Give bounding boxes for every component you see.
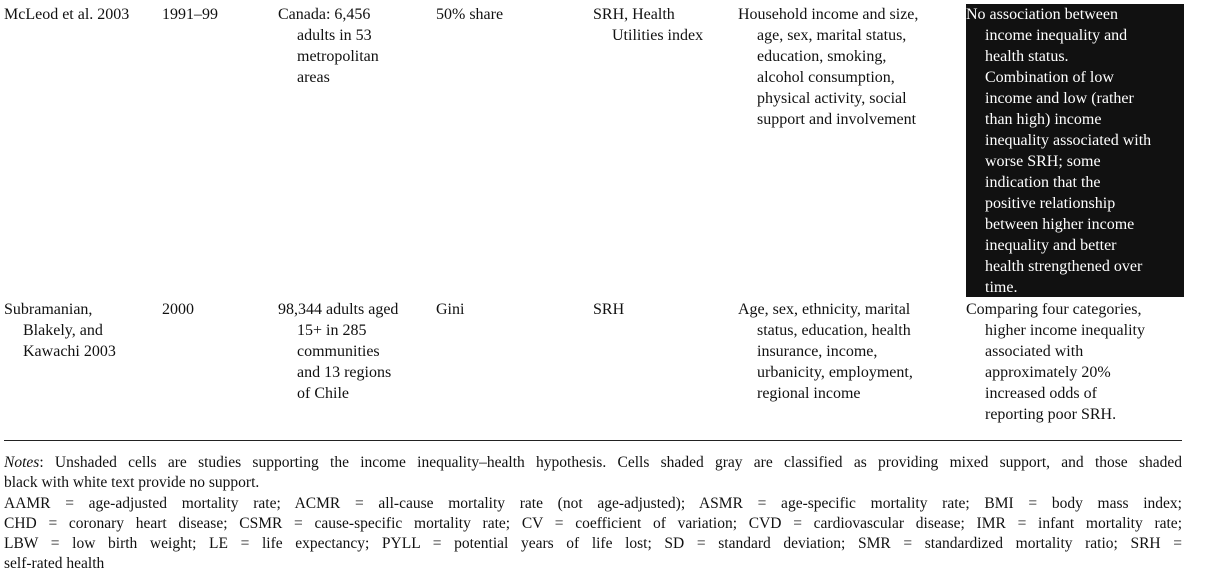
cell-line: 15+ in 285 <box>297 322 367 339</box>
cell-line: status, education, health <box>757 322 911 339</box>
cell-line: education, smoking, <box>757 48 887 65</box>
cell-line: worse SRH; some <box>985 153 1101 170</box>
cell-line: 1991–99 <box>162 6 218 23</box>
cell-line: areas <box>297 69 330 86</box>
cell-line: of Chile <box>297 385 349 402</box>
cell-line: Canada: 6,456 <box>278 6 371 23</box>
cell-line: associated with <box>985 343 1084 360</box>
table-rule <box>4 440 1182 441</box>
cell-line: increased odds of <box>985 385 1097 402</box>
cell-line: income and low (rather <box>985 90 1134 107</box>
cell-line: insurance, income, <box>757 343 878 360</box>
cell-line: Utilities index <box>612 27 704 44</box>
cell-line: alcohol consumption, <box>757 69 895 86</box>
abbreviation-line: CHD = coronary heart disease; CSMR = cau… <box>4 515 1182 532</box>
cell-line: Combination of low <box>985 69 1114 86</box>
cell-line: age, sex, marital status, <box>757 27 907 44</box>
cell-line: No association between <box>966 6 1118 23</box>
cell-line: health strengthened over <box>985 258 1143 275</box>
cell-line: McLeod et al. 2003 <box>4 6 130 23</box>
cell-line: Blakely, and <box>23 322 103 339</box>
cell-line: adults in 53 <box>297 27 372 44</box>
cell-line: approximately 20% <box>985 364 1111 381</box>
notes-line: black with white text provide no support… <box>4 474 260 491</box>
cell-line: indication that the <box>985 174 1101 191</box>
cell-line: and 13 regions <box>297 364 392 381</box>
abbreviation-line: self-rated health <box>4 555 105 572</box>
cell-line: 50% share <box>436 6 504 23</box>
cell-line: income inequality and <box>985 27 1128 44</box>
cell-line: support and involvement <box>757 111 917 128</box>
cell-line: between higher income <box>985 216 1135 233</box>
abbreviation-line: LBW = low birth weight; LE = life expect… <box>4 535 1182 552</box>
cell-line: Age, sex, ethnicity, marital <box>738 301 911 318</box>
cell-line: Comparing four categories, <box>966 301 1142 318</box>
abbreviation-line: AAMR = age-adjusted mortality rate; ACMR… <box>4 495 1182 512</box>
cell-line: regional income <box>757 385 861 402</box>
cell-line: than high) income <box>985 111 1102 128</box>
cell-line: Household income and size, <box>738 6 919 23</box>
cell-line: 98,344 adults aged <box>278 301 399 318</box>
cell-line: inequality associated with <box>985 132 1152 149</box>
cell-line: inequality and better <box>985 237 1117 254</box>
notes-line: Notes: Unshaded cells are studies suppor… <box>4 453 1182 473</box>
cell-line: physical activity, social <box>757 90 907 107</box>
cell-line: metropolitan <box>297 48 379 65</box>
cell-line: Subramanian, <box>4 301 93 318</box>
cell-line: higher income inequality <box>985 322 1145 339</box>
cell-line: time. <box>985 279 1018 296</box>
notes-text: : Unshaded cells are studies supporting … <box>39 454 1182 471</box>
cell-line: Kawachi 2003 <box>23 343 116 360</box>
cell-line: health status. <box>985 48 1069 65</box>
cell-line: SRH <box>593 301 625 318</box>
cell-line: positive relationship <box>985 195 1116 212</box>
cell-line: 2000 <box>162 301 194 318</box>
cell-line: SRH, Health <box>593 6 675 23</box>
cell-line: communities <box>297 343 380 360</box>
notes-label: Notes <box>4 454 40 471</box>
black-shaded-cell <box>966 4 1184 297</box>
cell-line: reporting poor SRH. <box>985 406 1117 423</box>
cell-line: Gini <box>436 301 465 318</box>
cell-line: urbanicity, employment, <box>757 364 913 381</box>
